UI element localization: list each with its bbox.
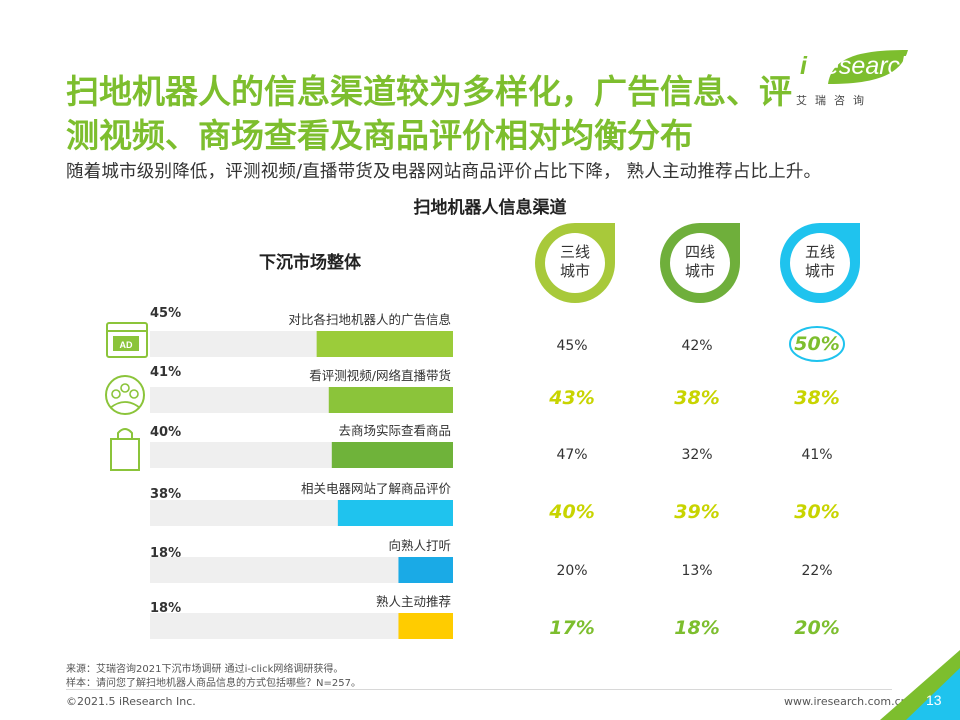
category-label: 去商场实际查看商品 <box>338 423 451 438</box>
ad-icon-frame <box>106 322 148 358</box>
tier-value-label: 50% <box>794 333 839 355</box>
tier-value-label: 38% <box>794 387 839 409</box>
tier-value-label: 22% <box>801 563 832 579</box>
badge-label-line2: 城市 <box>805 262 835 280</box>
logo-leaf-icon <box>828 50 908 84</box>
ad-icon-glyph: AD <box>120 340 133 350</box>
logo-brand-text: iResearch <box>800 52 914 81</box>
badge-label-line1: 五线 <box>805 243 835 261</box>
category-label: 向熟人打听 <box>388 538 451 553</box>
tier-value-label: 20% <box>556 563 587 579</box>
overall-chart-title: 下沉市场整体 <box>259 253 361 273</box>
people-icon-ring <box>105 375 145 415</box>
people-icon <box>105 375 145 415</box>
tier-value-label: 42% <box>681 338 712 354</box>
website-url: www.iresearch.com.cn <box>784 695 908 708</box>
tier-value-label: 40% <box>548 501 594 523</box>
tier-value-label: 30% <box>794 501 839 523</box>
ad-icon: AD <box>106 322 148 358</box>
bag-icon-body <box>110 438 140 471</box>
ad-icon-badge <box>113 336 139 351</box>
bag-icon-handle <box>117 428 133 439</box>
badge-inner <box>670 233 730 293</box>
tier-value-label: 47% <box>556 447 587 463</box>
footer-divider <box>66 689 892 690</box>
tier-value-label: 45% <box>556 338 587 354</box>
corner-decoration <box>880 650 960 720</box>
overall-value-label: 18% <box>150 601 181 616</box>
people-icon-head <box>120 383 130 393</box>
overall-bar <box>337 500 453 526</box>
overall-bar <box>398 613 453 639</box>
overall-value-label: 45% <box>150 306 181 321</box>
badge-label-line1: 四线 <box>685 243 715 261</box>
tier-value-label: 18% <box>674 617 719 639</box>
tier-value-label: 41% <box>801 447 832 463</box>
sample-note: 样本：请问您了解扫地机器人商品信息的方式包括哪些？N=257。 <box>66 678 361 689</box>
tier-value-label: 17% <box>549 617 594 639</box>
tier-value-label: 13% <box>681 563 712 579</box>
badge-inner <box>545 233 605 293</box>
tier-value-label: 32% <box>681 447 712 463</box>
badge-label-line1: 三线 <box>560 243 590 261</box>
category-label: 看评测视频/网络直播带货 <box>309 368 451 383</box>
iresearch-logo: iResearch 艾瑞咨询 <box>790 48 914 110</box>
overall-value-label: 38% <box>150 487 181 502</box>
category-label: 相关电器网站了解商品评价 <box>301 481 452 496</box>
copyright: ©2021.5 iResearch Inc. <box>66 695 196 708</box>
tier-value-label: 38% <box>674 387 719 409</box>
people-icon-body <box>109 401 141 409</box>
overall-bar <box>398 557 453 583</box>
category-label: 对比各扫地机器人的广告信息 <box>288 312 451 327</box>
badge-label-line2: 城市 <box>560 262 590 280</box>
badge-inner <box>790 233 850 293</box>
overall-bar <box>331 442 453 468</box>
overall-value-label: 41% <box>150 365 181 380</box>
tier-value-label: 39% <box>674 501 719 523</box>
overall-bar <box>328 387 453 413</box>
overall-value-label: 18% <box>150 546 181 561</box>
overall-value-label: 40% <box>150 425 181 440</box>
logo-brand: Research <box>806 52 914 80</box>
overall-bar <box>316 331 453 357</box>
page-number: 13 <box>926 692 942 708</box>
tier-value-label: 43% <box>548 387 594 409</box>
shopping-bag-icon <box>110 428 140 471</box>
page-subtitle: 随着城市级别降低，评测视频/直播带货及电器网站商品评价占比下降， 熟人主动推荐占… <box>66 162 822 182</box>
badge-label-line2: 城市 <box>685 262 715 280</box>
people-icon-head <box>111 389 121 399</box>
logo-subtitle: 艾瑞咨询 <box>796 94 872 107</box>
category-label: 熟人主动推荐 <box>376 594 451 609</box>
chart-title: 扫地机器人信息渠道 <box>413 198 567 218</box>
logo-prefix: i <box>800 52 807 80</box>
page-title: 扫地机器人的信息渠道较为多样化，广告信息、评测视频、商场查看及商品评价相对均衡分… <box>66 72 792 155</box>
highlight-circle <box>789 326 845 362</box>
source-note: 来源：艾瑞咨询2021下沉市场调研 通过i-click网络调研获得。 <box>66 664 344 675</box>
people-icon-head <box>129 389 139 399</box>
tier-value-label: 20% <box>794 617 839 639</box>
